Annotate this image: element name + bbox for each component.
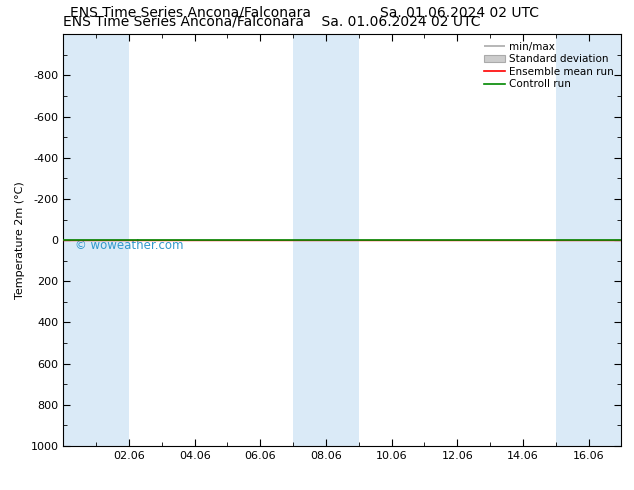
Text: ENS Time Series Ancona/Falconara    Sa. 01.06.2024 02 UTC: ENS Time Series Ancona/Falconara Sa. 01.…: [63, 15, 481, 29]
Text: Sa. 01.06.2024 02 UTC: Sa. 01.06.2024 02 UTC: [380, 5, 540, 20]
Y-axis label: Temperature 2m (°C): Temperature 2m (°C): [15, 181, 25, 299]
Bar: [555, 34, 621, 446]
Bar: [63, 34, 129, 446]
Text: ENS Time Series Ancona/Falconara: ENS Time Series Ancona/Falconara: [70, 5, 311, 20]
Bar: [293, 34, 359, 446]
Text: © woweather.com: © woweather.com: [75, 239, 183, 252]
Legend: min/max, Standard deviation, Ensemble mean run, Controll run: min/max, Standard deviation, Ensemble me…: [482, 40, 616, 92]
